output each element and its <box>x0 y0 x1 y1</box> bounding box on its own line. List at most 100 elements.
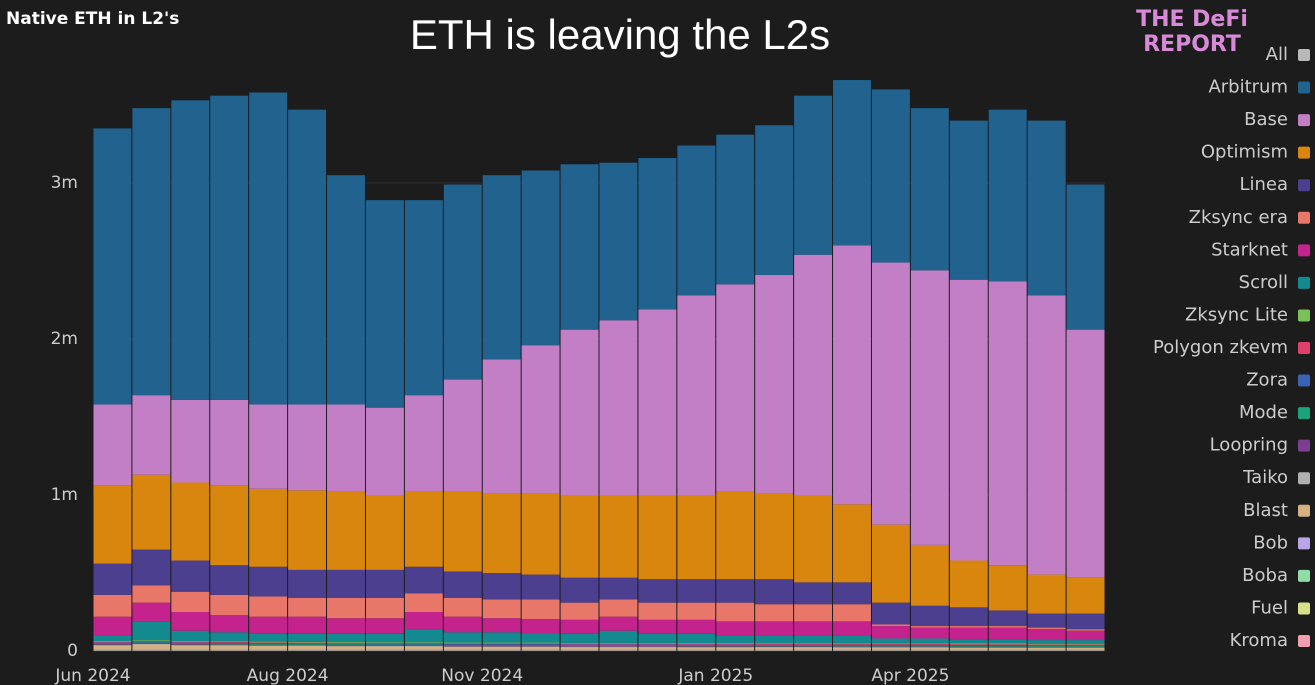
bar-segment <box>599 643 638 645</box>
bar-segment <box>171 612 210 631</box>
bar-segment <box>871 644 910 645</box>
bar-segment <box>327 597 365 619</box>
bar-segment <box>93 128 132 405</box>
bar-segment <box>132 643 171 644</box>
legend-label: Fuel <box>1251 597 1288 618</box>
bar-segment <box>482 493 521 573</box>
legend-label: Polygon zkevm <box>1153 337 1288 358</box>
bar-segment <box>443 644 482 645</box>
bar-segment <box>1066 640 1105 644</box>
bar-segment <box>288 490 327 570</box>
legend-label: Mode <box>1239 402 1288 423</box>
bar-segment <box>443 642 482 644</box>
bar-segment <box>910 544 949 606</box>
bar-segment <box>288 404 327 491</box>
bar-segment <box>404 629 443 643</box>
bar-segment <box>910 108 949 271</box>
bar-segment <box>988 646 1027 648</box>
y-tick-label: 2m <box>51 329 78 349</box>
bar-segment <box>1066 629 1105 631</box>
bar-segment <box>677 643 716 644</box>
bar-segment <box>755 275 794 494</box>
bar-segment <box>521 493 560 575</box>
bar-segment <box>93 644 132 645</box>
bar-segment <box>443 379 482 492</box>
bar-segment <box>755 579 794 605</box>
bar-segment <box>755 604 794 622</box>
bar-segment <box>599 630 638 643</box>
x-tick-label: Aug 2024 <box>247 666 329 685</box>
bar-segment <box>443 644 482 646</box>
bar-segment <box>871 524 910 603</box>
bar-segment <box>365 200 404 408</box>
y-tick-label: 3m <box>51 173 78 193</box>
bar-segment <box>210 485 249 566</box>
bar-segment <box>833 604 871 622</box>
bar-segment <box>249 92 288 405</box>
legend-swatch <box>1298 407 1310 420</box>
legend-swatch <box>1298 146 1310 159</box>
logo: REPORT <box>1143 32 1241 57</box>
bar-segment <box>132 585 171 603</box>
bar-segment <box>949 627 988 640</box>
bar-segment <box>910 647 949 650</box>
bar-segment <box>794 644 833 646</box>
bar-segment <box>249 642 288 644</box>
bar-segment <box>249 596 288 617</box>
bar-segment <box>327 642 365 644</box>
bar-segment <box>949 646 988 648</box>
bar-segment <box>171 644 210 645</box>
bar-segment <box>404 612 443 630</box>
bar-segment <box>833 643 871 645</box>
bar-segment <box>755 644 794 646</box>
bar-segment <box>677 644 716 646</box>
bar-segment <box>794 647 833 650</box>
bar-segment <box>521 645 560 647</box>
bar-segment <box>1066 329 1105 578</box>
bar-segment <box>560 642 599 644</box>
bar-segment <box>599 642 638 644</box>
legend-swatch <box>1298 569 1310 582</box>
legend-label: Base <box>1244 109 1288 130</box>
bar-segment <box>210 642 249 644</box>
legend-label: Zora <box>1246 370 1288 391</box>
bar-segment <box>560 577 599 603</box>
bar-segment <box>365 569 404 598</box>
bar-segment <box>1066 646 1105 648</box>
bar-segment <box>755 493 794 580</box>
bar-segment <box>482 359 521 494</box>
bar-segment <box>560 495 599 578</box>
bar-segment <box>716 635 755 644</box>
bar-segment <box>638 633 677 643</box>
legend-label: Kroma <box>1230 630 1288 651</box>
bar-segment <box>521 644 560 645</box>
legend-swatch <box>1298 504 1310 517</box>
bar-segment <box>249 645 288 650</box>
bar-segment <box>132 108 171 396</box>
bar-segment <box>1027 574 1066 614</box>
bar-segment <box>560 647 599 650</box>
bar-segment <box>910 638 949 644</box>
legend-label: All <box>1266 44 1288 65</box>
bar-segment <box>482 175 521 360</box>
bar-segment <box>677 647 716 650</box>
bar-segment <box>755 635 794 644</box>
bar-segment <box>833 644 871 645</box>
bar-segment <box>93 645 132 650</box>
bar-segment <box>249 404 288 489</box>
bar-segment <box>93 404 132 486</box>
bar-segment <box>755 645 794 647</box>
bar-segment <box>833 245 871 505</box>
bar-segment <box>716 491 755 580</box>
bar-segment <box>1027 629 1066 641</box>
bar-segment <box>288 109 327 405</box>
bar-segment <box>210 615 249 633</box>
bar-segment <box>910 644 949 646</box>
legend-swatch <box>1298 602 1310 615</box>
bar-segment <box>482 632 521 643</box>
legend-swatch <box>1298 211 1310 224</box>
bar-segment <box>327 618 365 634</box>
bar-segment <box>1027 647 1066 650</box>
legend-swatch <box>1298 635 1310 647</box>
bar-segment <box>443 632 482 643</box>
